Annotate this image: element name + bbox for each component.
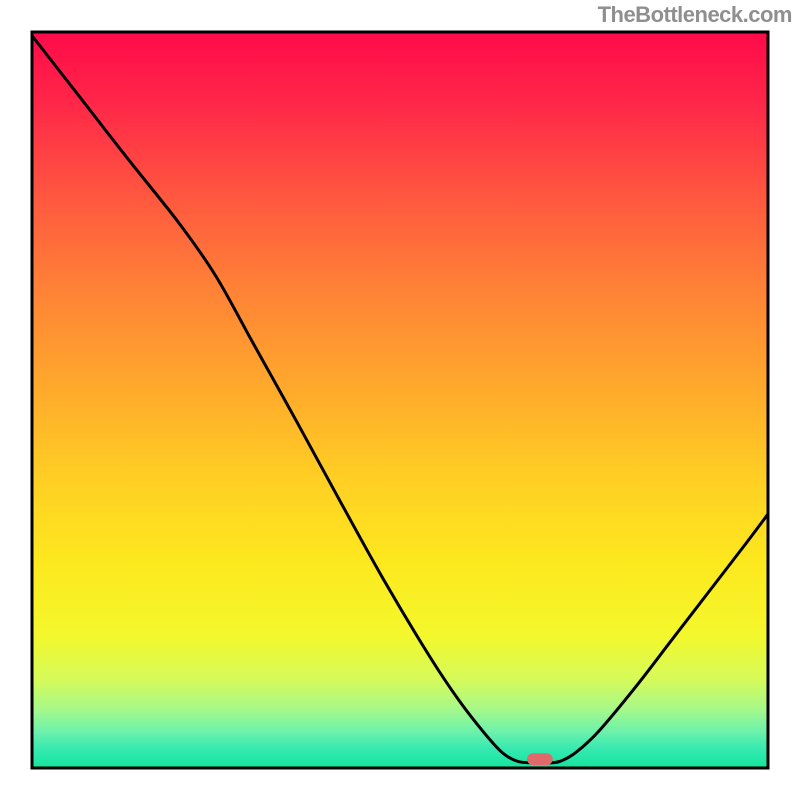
optimum-marker <box>527 753 553 765</box>
attribution-text: TheBottleneck.com <box>598 2 792 28</box>
